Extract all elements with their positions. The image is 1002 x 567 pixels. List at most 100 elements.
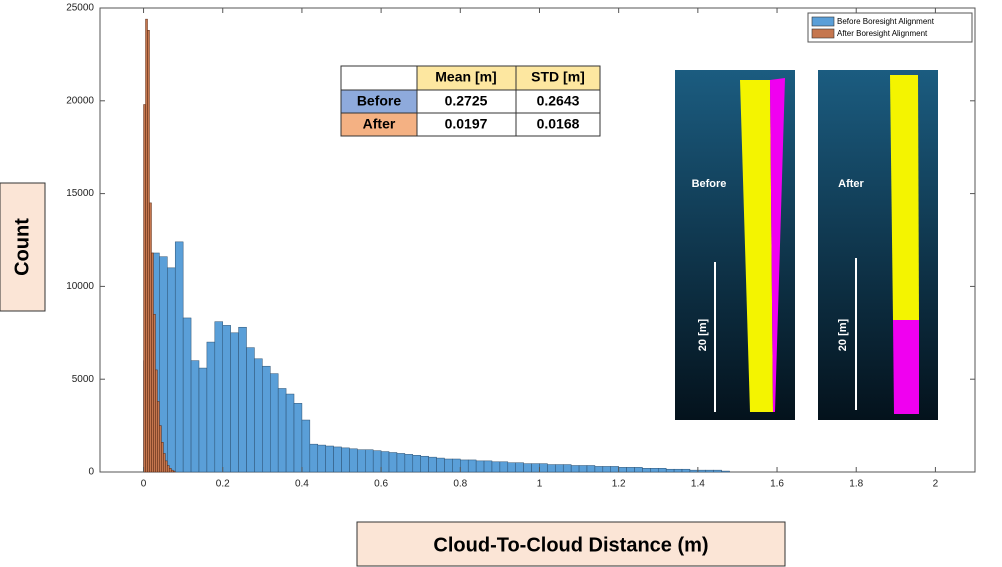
y-tick-label: 5000 [72,374,95,385]
x-tick-label: 2 [933,479,939,490]
bar [161,442,163,472]
bar [437,458,445,472]
point-cloud [893,320,919,414]
bar [357,450,365,472]
table-header: STD [m] [531,69,585,85]
bar [155,370,157,472]
x-tick-label: 0.8 [453,479,467,490]
bar [460,460,468,472]
bar [173,471,175,472]
bar [611,466,619,472]
x-tick-label: 0.6 [374,479,388,490]
bar [169,468,171,472]
bar [157,401,159,472]
bar [429,457,437,472]
bar [532,464,540,472]
bar [318,445,326,472]
bar [405,454,413,472]
bar [286,394,294,472]
y-tick-label: 25000 [66,3,94,14]
bar [389,453,397,472]
bar [619,467,627,472]
legend: Before Boresight Alignment After Boresig… [808,13,972,42]
x-tick-label: 0.4 [295,479,309,490]
bar [524,464,532,472]
bar [270,374,278,472]
bar [468,460,476,472]
bar [714,470,722,472]
bar [492,462,500,472]
bar [579,466,587,472]
x-tick-label: 0.2 [216,479,230,490]
bar [690,470,698,472]
table-row-label: Before [357,93,402,109]
scale-label: 20 [m] [837,318,849,351]
bar [682,469,690,472]
bar [167,466,169,472]
bar [231,333,239,472]
bar [539,464,547,472]
table-header: Mean [m] [435,69,496,85]
bar [508,463,516,472]
bar [674,469,682,472]
bar [571,466,579,472]
bar [365,450,373,472]
bar [500,462,508,472]
bar [175,242,183,472]
bar [199,368,207,472]
bar [215,322,223,472]
bar [635,467,643,472]
y-tick-label: 15000 [66,188,94,199]
table-value: 0.0168 [537,116,580,132]
bar [191,361,199,472]
inset-before: Before 20 [m] [675,70,795,420]
table-value: 0.0197 [445,116,488,132]
table-value: 0.2643 [537,93,580,109]
bar [334,447,342,472]
bar [159,426,161,472]
x-tick-label: 1.4 [691,479,705,490]
bar [587,466,595,472]
chart: Mean [m] STD [m] Before 0.2725 0.2643 Af… [0,0,1002,567]
bar [349,449,357,472]
y-axis-label: Count [11,218,33,276]
bar [326,446,334,472]
bar [171,470,173,472]
bar [452,459,460,472]
bar [183,318,191,472]
bar [165,461,167,472]
x-tick-label: 1.6 [770,479,784,490]
bar [642,468,650,472]
bar [595,466,603,472]
bar [547,465,555,472]
legend-label: After Boresight Alignment [837,29,928,38]
x-tick-label: 1.8 [849,479,863,490]
bar [627,467,635,472]
bar [144,105,146,472]
bar [476,461,484,472]
bar [666,469,674,472]
x-tick-label: 0 [141,479,147,490]
table-value: 0.2725 [445,93,488,109]
bar [262,366,270,472]
inset-after: After 20 [m] [818,70,938,420]
bar [223,325,231,472]
bar [167,268,175,472]
stats-table: Mean [m] STD [m] Before 0.2725 0.2643 Af… [341,66,600,136]
x-tick-label: 1 [537,479,543,490]
bar [373,451,381,472]
bar [413,455,421,472]
bar [444,459,452,472]
legend-swatch [812,17,834,26]
bar [153,314,155,472]
bar [146,19,148,472]
bar [722,471,730,472]
bar [207,342,215,472]
bar [148,30,150,472]
bar [149,203,151,472]
bar [658,468,666,472]
y-tick-label: 20000 [66,95,94,106]
inset-panel [818,70,938,420]
y-tick-label: 10000 [66,281,94,292]
y-tick-label: 0 [88,467,94,478]
